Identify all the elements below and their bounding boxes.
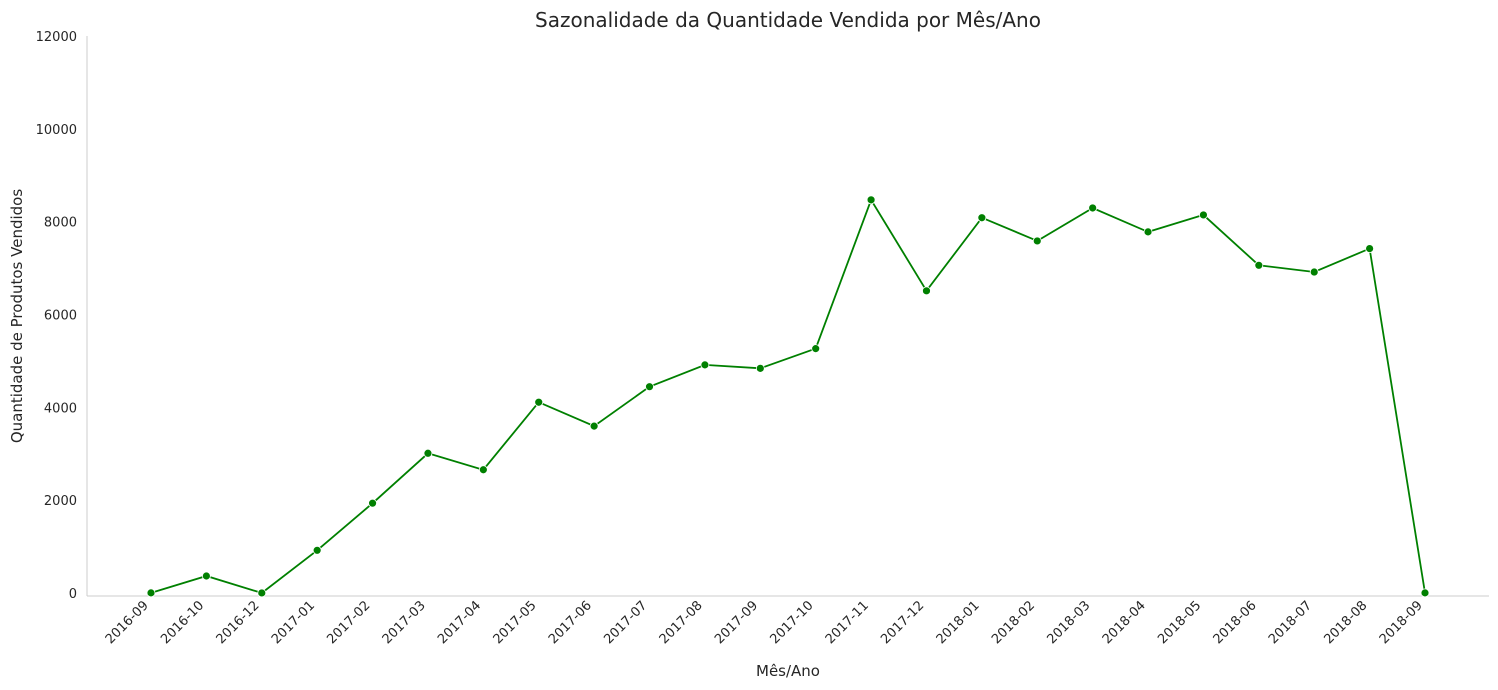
data-point [534,397,544,407]
data-point [312,545,322,555]
y-tick-label: 10000 [36,123,77,138]
x-tick-label: 2018-05 [1155,598,1204,647]
data-point [866,195,876,205]
data-point [1365,244,1375,253]
series-group [146,195,1430,598]
y-tick-label: 8000 [44,216,77,231]
data-point [1309,267,1319,277]
y-axis-label: Quantidade de Produtos Vendidos [8,189,26,443]
x-tick-label: 2017-12 [878,598,927,647]
data-point [755,363,765,373]
data-point [645,382,654,392]
x-tick-label: 2016-12 [214,598,263,647]
x-tick-label: 2017-09 [712,598,761,647]
data-point [1143,227,1153,237]
x-tick-label: 2017-05 [491,598,540,647]
data-point [977,213,987,223]
x-tick-label: 2018-01 [934,598,983,647]
x-axis-label: Mês/Ano [756,662,820,680]
series-line [150,197,1426,594]
data-point [1254,260,1264,270]
x-tick-label: 2017-04 [435,598,484,647]
data-point [1199,210,1208,220]
x-tick-label: 2016-09 [103,598,152,647]
x-tick-label: 2017-02 [324,598,373,647]
data-point [811,344,821,354]
y-tick-label: 0 [69,587,77,602]
y-tick-label: 12000 [36,30,77,45]
data-point [922,286,931,296]
y-tick-labels: 0 2000 4000 6000 8000 10000 12000 [36,30,77,602]
data-point [1088,203,1098,213]
x-tick-label: 2017-07 [601,598,650,647]
data-point [146,588,156,598]
x-tick-label: 2018-09 [1377,598,1426,647]
data-point [700,360,710,370]
y-tick-label: 4000 [44,401,77,416]
chart-title: Sazonalidade da Quantidade Vendida por M… [535,8,1041,32]
x-tick-label: 2017-08 [657,598,706,647]
x-tick-label: 2018-08 [1321,598,1370,647]
x-tick-label: 2018-02 [989,598,1038,647]
x-tick-labels: 2016-09 2016-10 2016-12 2017-01 2017-02 2017-… [103,598,1426,647]
x-tick-label: 2017-10 [768,598,817,647]
data-point [201,571,211,581]
x-tick-label: 2017-01 [269,598,318,647]
x-tick-label: 2017-06 [546,598,595,647]
x-tick-label: 2018-04 [1100,598,1149,647]
data-point [257,588,267,598]
x-tick-label: 2018-03 [1044,598,1093,647]
x-tick-label: 2018-06 [1211,598,1260,647]
data-point [1032,236,1042,246]
data-point [589,421,599,431]
data-point [1420,588,1430,598]
data-point [423,448,433,458]
data-point [368,498,377,508]
x-tick-label: 2016-10 [158,598,207,647]
x-tick-label: 2017-11 [823,598,872,647]
data-point [478,465,488,475]
x-tick-label: 2017-03 [380,598,429,647]
y-tick-label: 2000 [44,494,77,509]
y-tick-label: 6000 [44,309,77,324]
x-tick-label: 2018-07 [1266,598,1315,647]
